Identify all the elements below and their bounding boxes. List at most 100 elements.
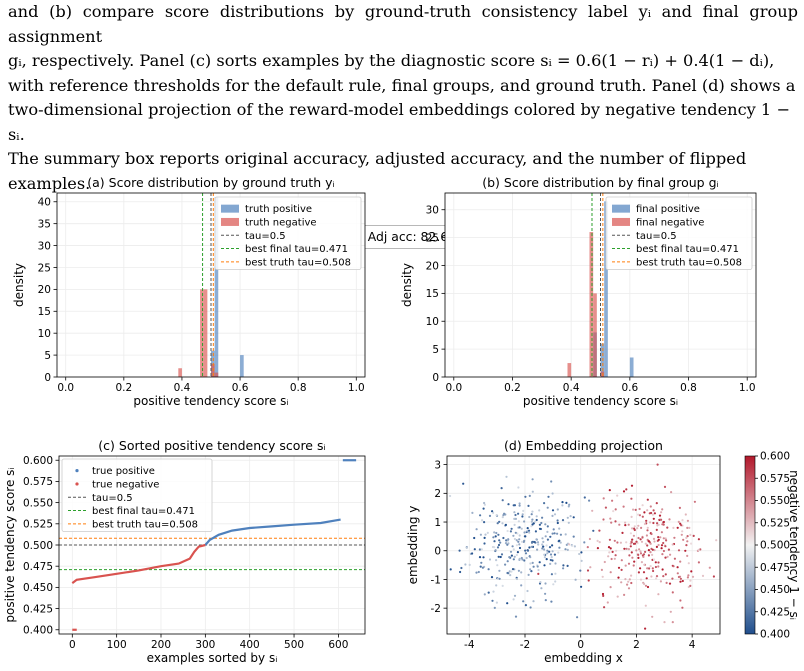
colorbar-tick-label: 0.450 [760, 584, 790, 596]
embedding-point [518, 504, 521, 507]
embedding-point [656, 463, 659, 466]
embedding-point [659, 580, 663, 583]
embedding-point [511, 545, 514, 548]
embedding-point [659, 536, 662, 539]
embedding-point [596, 547, 600, 550]
legend-label: true positive [92, 466, 155, 477]
embedding-point [538, 523, 542, 526]
embedding-point [660, 544, 664, 547]
plot-frame [446, 455, 721, 635]
embedding-point [506, 539, 509, 542]
embedding-point [657, 538, 660, 541]
embedding-point [566, 548, 569, 552]
embedding-point [684, 549, 687, 552]
embedding-point [644, 584, 648, 587]
embedding-point [544, 535, 547, 538]
panel-title: (d) Embedding projection [504, 438, 663, 453]
embedding-point [564, 533, 567, 536]
embedding-point [483, 536, 486, 540]
embedding-point [534, 520, 537, 523]
embedding-point [449, 568, 452, 571]
embedding-point [520, 527, 523, 530]
embedding-point [633, 560, 636, 563]
y-tick-label: 30 [426, 205, 439, 217]
histogram-bar [600, 343, 605, 377]
embedding-point [543, 553, 546, 556]
histogram-bar [629, 357, 634, 377]
embedding-point [535, 515, 538, 518]
legend-swatch [221, 204, 239, 213]
y-tick-label: 1 [434, 517, 441, 529]
embedding-point [666, 526, 669, 529]
embedding-point [635, 549, 638, 552]
histogram-bar [240, 355, 244, 377]
x-axis-label: embedding x [544, 651, 623, 665]
embedding-point [600, 568, 604, 572]
embedding-point [509, 550, 513, 553]
embedding-point [673, 557, 677, 560]
embedding-point [661, 568, 664, 571]
embedding-point [551, 509, 555, 512]
embedding-point [524, 552, 528, 555]
histogram-bar [203, 289, 208, 377]
embedding-point [607, 555, 610, 558]
embedding-point [546, 538, 550, 541]
embedding-point [554, 572, 557, 575]
embedding-point [544, 599, 547, 602]
x-tick-label: 0.4 [174, 382, 191, 394]
embedding-point [501, 516, 504, 519]
embedding-point [522, 509, 525, 512]
embedding-point [573, 545, 577, 548]
embedding-point [661, 508, 664, 511]
histogram-bar [567, 363, 572, 377]
embedding-point [571, 544, 574, 547]
embedding-point [546, 530, 549, 534]
embedding-point [484, 533, 487, 536]
embedding-point [622, 505, 625, 508]
embedding-point [538, 509, 541, 512]
embedding-point [505, 475, 508, 478]
x-axis-label: positive tendency score sᵢ [133, 394, 288, 408]
embedding-point [479, 514, 482, 517]
embedding-point [530, 541, 534, 544]
embedding-point [497, 555, 500, 558]
embedding-point [559, 541, 562, 544]
embedding-point [507, 572, 510, 575]
embedding-point [483, 503, 486, 506]
embedding-point [609, 547, 612, 550]
embedding-point [643, 563, 646, 566]
embedding-point [510, 570, 513, 573]
panel-title: (b) Score distribution by final group gᵢ [482, 175, 719, 190]
embedding-point [478, 548, 481, 551]
legend-box [605, 196, 753, 270]
embedding-point [544, 582, 547, 585]
embedding-point [609, 517, 612, 520]
y-tick-label: 25 [38, 262, 51, 274]
embedding-point [617, 566, 621, 569]
embedding-point [650, 532, 653, 536]
x-tick-label: -2 [520, 639, 530, 651]
embedding-point [498, 520, 501, 523]
embedding-point [646, 526, 649, 529]
embedding-point [538, 527, 542, 530]
embedding-point [583, 541, 586, 544]
embedding-point [512, 504, 515, 507]
colorbar-tick-label: 0.500 [760, 540, 790, 552]
legend-label: best truth tau=0.508 [636, 257, 742, 268]
embedding-point [515, 577, 519, 581]
plot-frame [444, 192, 757, 378]
embedding-point [546, 549, 549, 552]
x-tick-label: 0.6 [232, 382, 249, 394]
embedding-point [656, 524, 659, 527]
x-tick-label: 0.0 [57, 382, 74, 394]
y-tick-label: 0.525 [23, 519, 53, 531]
embedding-point [518, 534, 521, 537]
embedding-point [687, 562, 690, 565]
embedding-point [558, 539, 561, 542]
embedding-point [492, 511, 495, 514]
embedding-point [579, 569, 582, 572]
embedding-point [652, 558, 656, 561]
embedding-point [652, 521, 655, 525]
embedding-point [628, 554, 631, 557]
embedding-point [486, 531, 489, 535]
